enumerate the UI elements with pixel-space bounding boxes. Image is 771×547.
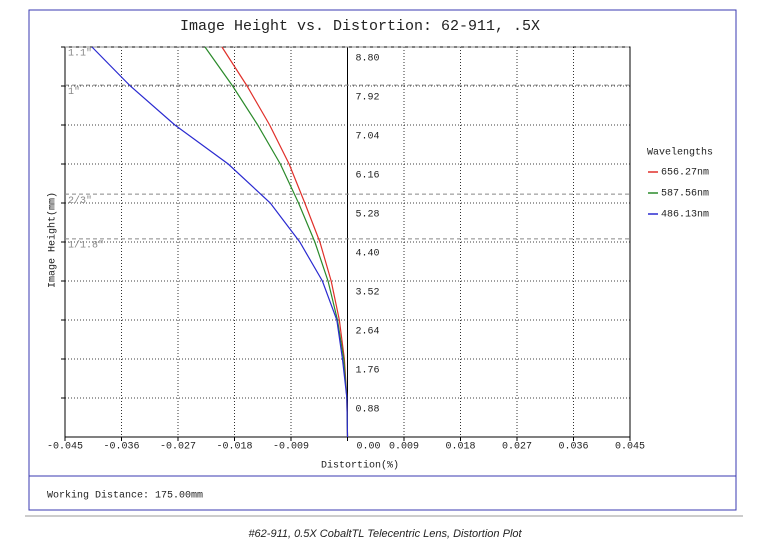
x-tick-label: 0.036	[558, 442, 588, 453]
frame	[28, 9, 737, 511]
y-tick-label: 7.92	[356, 93, 380, 104]
y-tick-label: 3.52	[356, 288, 380, 299]
legend-title: Wavelengths	[647, 147, 713, 159]
y-tick-label: 2.64	[356, 327, 380, 338]
series-line	[91, 46, 349, 438]
y-tick-label: 0.88	[356, 405, 380, 416]
series-line	[204, 46, 349, 438]
caption: #62-911, 0.5X CobaltTL Telecentric Lens,…	[248, 528, 522, 540]
legend-label: 486.13nm	[661, 210, 709, 221]
y-tick-label: 5.28	[356, 210, 380, 221]
x-tick-label: 0.027	[502, 442, 532, 453]
x-tick-label: -0.045	[47, 442, 83, 453]
x-tick-label: 0.018	[445, 442, 475, 453]
footer-text: Working Distance: 175.00mm	[47, 490, 203, 502]
sensor-label: 1.1"	[68, 48, 92, 60]
sensor-label: 2/3"	[68, 195, 92, 207]
x-axis-label: Distortion(%)	[321, 460, 399, 472]
x-tick-label: -0.036	[103, 442, 139, 453]
y-tick-label: 1.76	[356, 366, 380, 377]
y-tick-label: 4.40	[356, 249, 380, 260]
x-tick-label: 0.00	[356, 442, 380, 453]
x-tick-label: -0.009	[273, 442, 309, 453]
x-tick-label: 0.045	[615, 442, 645, 453]
x-tick-label: -0.027	[160, 442, 196, 453]
y-tick-label: 6.16	[356, 171, 380, 182]
sensor-label: 1/1.8"	[68, 240, 104, 252]
sensor-label: 1"	[68, 86, 80, 98]
legend-label: 656.27nm	[661, 168, 709, 179]
y-tick-label: 7.04	[356, 132, 380, 143]
x-tick-label: 0.009	[389, 442, 419, 453]
chart-title: Image Height vs. Distortion: 62-911, .5X	[180, 18, 540, 35]
y-tick-label: 8.80	[356, 54, 380, 65]
x-tick-label: -0.018	[216, 442, 252, 453]
legend-label: 587.56nm	[661, 189, 709, 200]
y-axis-label: Image Height(mm)	[47, 192, 59, 288]
